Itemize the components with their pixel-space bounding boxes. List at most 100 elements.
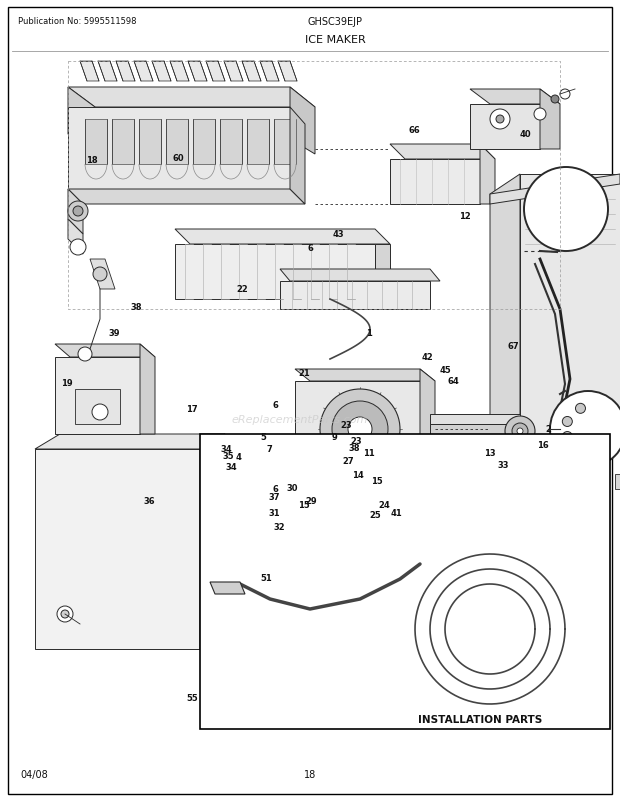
Polygon shape bbox=[480, 145, 495, 205]
Polygon shape bbox=[166, 119, 188, 164]
Circle shape bbox=[579, 446, 589, 456]
Bar bbox=[567, 195, 573, 210]
Text: 21: 21 bbox=[298, 368, 309, 378]
Bar bbox=[200, 435, 610, 729]
Polygon shape bbox=[290, 88, 315, 155]
Polygon shape bbox=[205, 639, 320, 689]
Text: ICE MAKER: ICE MAKER bbox=[304, 35, 365, 45]
Bar bbox=[559, 195, 565, 210]
Text: 32: 32 bbox=[273, 522, 285, 532]
Text: 22: 22 bbox=[236, 284, 247, 294]
Text: 14: 14 bbox=[353, 470, 364, 480]
Text: 67: 67 bbox=[508, 342, 519, 351]
Text: 18: 18 bbox=[86, 156, 97, 165]
Polygon shape bbox=[440, 554, 480, 569]
Polygon shape bbox=[490, 175, 620, 205]
Polygon shape bbox=[80, 62, 99, 82]
Circle shape bbox=[512, 423, 528, 439]
Polygon shape bbox=[188, 62, 207, 82]
Polygon shape bbox=[68, 88, 95, 150]
Text: 60: 60 bbox=[173, 154, 184, 164]
Text: 31: 31 bbox=[269, 508, 280, 518]
Text: 12: 12 bbox=[459, 212, 471, 221]
Polygon shape bbox=[440, 500, 455, 534]
Text: 9: 9 bbox=[332, 432, 338, 442]
Circle shape bbox=[490, 110, 510, 130]
Text: 11: 11 bbox=[363, 448, 374, 458]
Circle shape bbox=[70, 240, 86, 256]
Polygon shape bbox=[68, 190, 305, 205]
Polygon shape bbox=[300, 619, 320, 689]
Polygon shape bbox=[210, 582, 245, 594]
Polygon shape bbox=[455, 489, 465, 509]
Text: 39: 39 bbox=[109, 328, 120, 338]
Circle shape bbox=[320, 457, 360, 497]
Polygon shape bbox=[116, 62, 135, 82]
Circle shape bbox=[68, 202, 88, 221]
Text: 45: 45 bbox=[440, 366, 451, 375]
Circle shape bbox=[320, 390, 400, 469]
Text: 2: 2 bbox=[546, 424, 552, 434]
Circle shape bbox=[430, 549, 440, 559]
Text: eReplacementParts.com: eReplacementParts.com bbox=[232, 415, 368, 424]
Text: Publication No: 5995511598: Publication No: 5995511598 bbox=[18, 18, 136, 26]
Text: 5: 5 bbox=[260, 432, 267, 442]
Circle shape bbox=[496, 460, 500, 464]
Polygon shape bbox=[375, 245, 390, 300]
Polygon shape bbox=[470, 90, 560, 105]
Polygon shape bbox=[430, 529, 445, 545]
Text: 6: 6 bbox=[273, 400, 279, 410]
Polygon shape bbox=[280, 282, 430, 310]
Polygon shape bbox=[247, 119, 269, 164]
Polygon shape bbox=[540, 90, 560, 150]
Polygon shape bbox=[152, 62, 171, 82]
Text: 27: 27 bbox=[343, 456, 354, 466]
Text: 64: 64 bbox=[448, 376, 459, 386]
Polygon shape bbox=[68, 88, 315, 107]
Circle shape bbox=[562, 432, 572, 442]
Polygon shape bbox=[390, 145, 495, 160]
Circle shape bbox=[244, 626, 272, 653]
Text: 37: 37 bbox=[269, 492, 280, 501]
Circle shape bbox=[315, 452, 325, 463]
Text: 6: 6 bbox=[273, 484, 279, 494]
Circle shape bbox=[332, 402, 388, 457]
Text: 41: 41 bbox=[391, 508, 402, 518]
Text: 30: 30 bbox=[287, 483, 298, 492]
Text: 40: 40 bbox=[520, 130, 531, 140]
Polygon shape bbox=[200, 435, 225, 649]
Circle shape bbox=[505, 447, 511, 452]
Polygon shape bbox=[274, 119, 296, 164]
Text: 66: 66 bbox=[409, 125, 420, 135]
Text: 29: 29 bbox=[306, 496, 317, 506]
Circle shape bbox=[252, 634, 264, 645]
Text: 36: 36 bbox=[143, 496, 154, 506]
Circle shape bbox=[456, 585, 464, 593]
Polygon shape bbox=[390, 160, 480, 205]
Circle shape bbox=[524, 168, 608, 252]
Text: 6: 6 bbox=[307, 244, 313, 253]
Polygon shape bbox=[90, 260, 115, 290]
Circle shape bbox=[485, 447, 491, 452]
Polygon shape bbox=[430, 424, 520, 439]
Polygon shape bbox=[240, 709, 250, 719]
Text: 17: 17 bbox=[187, 404, 198, 414]
Circle shape bbox=[560, 90, 570, 100]
Text: 23: 23 bbox=[351, 436, 362, 446]
Polygon shape bbox=[242, 62, 261, 82]
Polygon shape bbox=[295, 382, 420, 480]
Polygon shape bbox=[615, 475, 620, 489]
Circle shape bbox=[348, 418, 372, 441]
Polygon shape bbox=[210, 709, 220, 719]
Text: 15: 15 bbox=[371, 476, 383, 486]
Polygon shape bbox=[85, 119, 107, 164]
Polygon shape bbox=[290, 107, 305, 205]
Circle shape bbox=[534, 109, 546, 121]
Text: N58I115TServo: N58I115TServo bbox=[495, 713, 565, 722]
Circle shape bbox=[482, 444, 494, 456]
Polygon shape bbox=[55, 345, 155, 358]
Circle shape bbox=[493, 456, 503, 467]
Polygon shape bbox=[68, 220, 83, 255]
Text: 15: 15 bbox=[298, 500, 309, 510]
Circle shape bbox=[236, 618, 280, 661]
